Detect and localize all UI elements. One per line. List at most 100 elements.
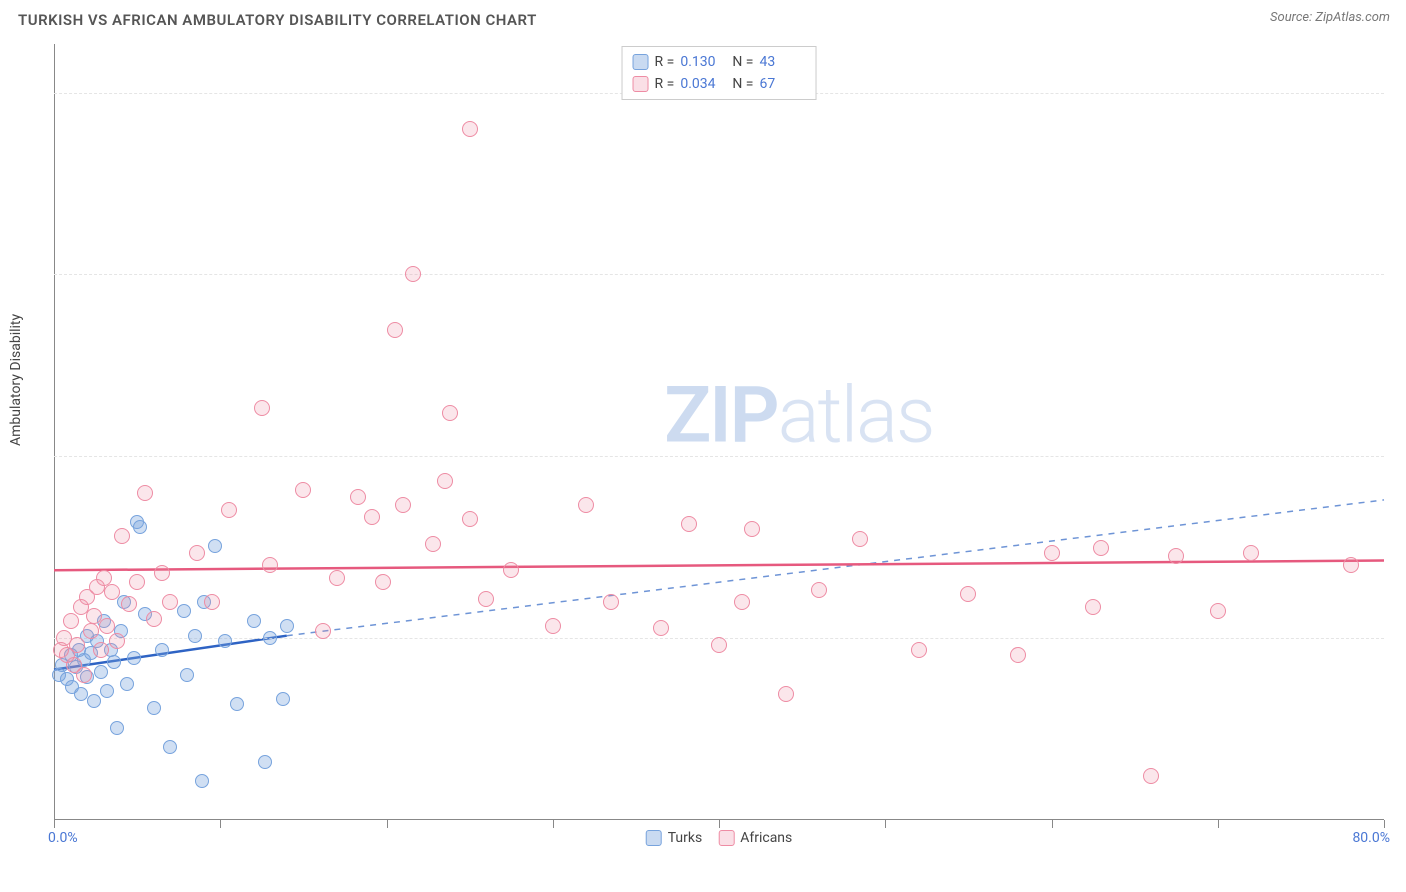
data-point xyxy=(387,322,403,338)
legend-r-label: R = xyxy=(655,76,675,92)
data-point xyxy=(230,697,244,711)
series-name: Africans xyxy=(740,830,792,846)
data-point xyxy=(263,631,277,645)
data-point xyxy=(107,655,121,669)
series-name: Turks xyxy=(668,830,703,846)
legend-n-value: 43 xyxy=(759,54,805,70)
data-point xyxy=(94,665,108,679)
legend-r-value: 0.034 xyxy=(680,76,726,92)
data-point xyxy=(127,651,141,665)
data-point xyxy=(329,570,345,586)
data-point xyxy=(120,677,134,691)
data-point xyxy=(204,594,220,610)
data-point xyxy=(221,502,237,518)
data-point xyxy=(280,619,294,633)
gridline xyxy=(54,274,1384,275)
legend-r-value: 0.130 xyxy=(680,54,726,70)
data-point xyxy=(375,574,391,590)
y-axis-label: Ambulatory Disability xyxy=(8,314,24,446)
x-tick xyxy=(553,820,554,828)
x-tick xyxy=(54,820,55,828)
x-tick xyxy=(387,820,388,828)
data-point xyxy=(405,266,421,282)
trend-line-solid xyxy=(54,561,1384,571)
data-point xyxy=(364,509,380,525)
data-point xyxy=(129,574,145,590)
legend-n-label: N = xyxy=(732,54,753,70)
data-point xyxy=(1343,557,1359,573)
data-point xyxy=(189,545,205,561)
data-point xyxy=(603,594,619,610)
data-point xyxy=(188,629,202,643)
data-point xyxy=(155,643,169,657)
data-point xyxy=(76,667,92,683)
data-point xyxy=(1210,603,1226,619)
data-point xyxy=(395,497,411,513)
data-point xyxy=(681,516,697,532)
data-point xyxy=(254,400,270,416)
x-tick xyxy=(1384,820,1385,828)
x-tick xyxy=(1052,820,1053,828)
data-point xyxy=(262,557,278,573)
data-point xyxy=(276,692,290,706)
legend-swatch-icon xyxy=(633,76,649,92)
data-point xyxy=(711,637,727,653)
data-point xyxy=(110,721,124,735)
data-point xyxy=(852,531,868,547)
data-point xyxy=(1143,768,1159,784)
data-point xyxy=(180,668,194,682)
series-legend-item: Africans xyxy=(718,830,792,846)
data-point xyxy=(195,774,209,788)
x-tick xyxy=(885,820,886,828)
data-point xyxy=(177,604,191,618)
data-point xyxy=(137,485,153,501)
data-point xyxy=(1168,548,1184,564)
data-point xyxy=(83,623,99,639)
data-point xyxy=(653,620,669,636)
series-legend-item: Turks xyxy=(646,830,703,846)
data-point xyxy=(247,614,261,628)
x-tick xyxy=(220,820,221,828)
data-point xyxy=(503,562,519,578)
legend-swatch-icon xyxy=(633,54,649,70)
data-point xyxy=(462,511,478,527)
data-point xyxy=(1093,540,1109,556)
legend-n-value: 67 xyxy=(759,76,805,92)
data-point xyxy=(100,684,114,698)
data-point xyxy=(437,473,453,489)
data-point xyxy=(208,539,222,553)
source-attribution: Source: ZipAtlas.com xyxy=(1270,10,1390,25)
legend-r-label: R = xyxy=(655,54,675,70)
data-point xyxy=(350,489,366,505)
data-point xyxy=(1085,599,1101,615)
data-point xyxy=(778,686,794,702)
data-point xyxy=(146,611,162,627)
data-point xyxy=(1044,545,1060,561)
data-point xyxy=(133,520,147,534)
chart-title: TURKISH VS AFRICAN AMBULATORY DISABILITY… xyxy=(18,11,537,29)
legend-swatch-icon xyxy=(718,830,734,846)
data-point xyxy=(96,570,112,586)
data-point xyxy=(734,594,750,610)
data-point xyxy=(911,642,927,658)
data-point xyxy=(315,623,331,639)
data-point xyxy=(162,594,178,610)
data-point xyxy=(545,618,561,634)
data-point xyxy=(69,637,85,653)
data-point xyxy=(93,642,109,658)
data-point xyxy=(114,528,130,544)
data-point xyxy=(163,740,177,754)
data-point xyxy=(74,687,88,701)
x-tick xyxy=(1218,820,1219,828)
data-point xyxy=(960,586,976,602)
data-point xyxy=(121,596,137,612)
chart-area: ZIPatlas 0.0% 80.0% 7.5%15.0%22.5%30.0% … xyxy=(54,44,1384,820)
data-point xyxy=(104,584,120,600)
stats-legend-row: R = 0.130 N = 43 xyxy=(633,51,806,73)
data-point xyxy=(578,497,594,513)
gridline xyxy=(54,456,1384,457)
data-point xyxy=(1243,545,1259,561)
data-point xyxy=(63,613,79,629)
data-point xyxy=(99,618,115,634)
data-point xyxy=(154,565,170,581)
